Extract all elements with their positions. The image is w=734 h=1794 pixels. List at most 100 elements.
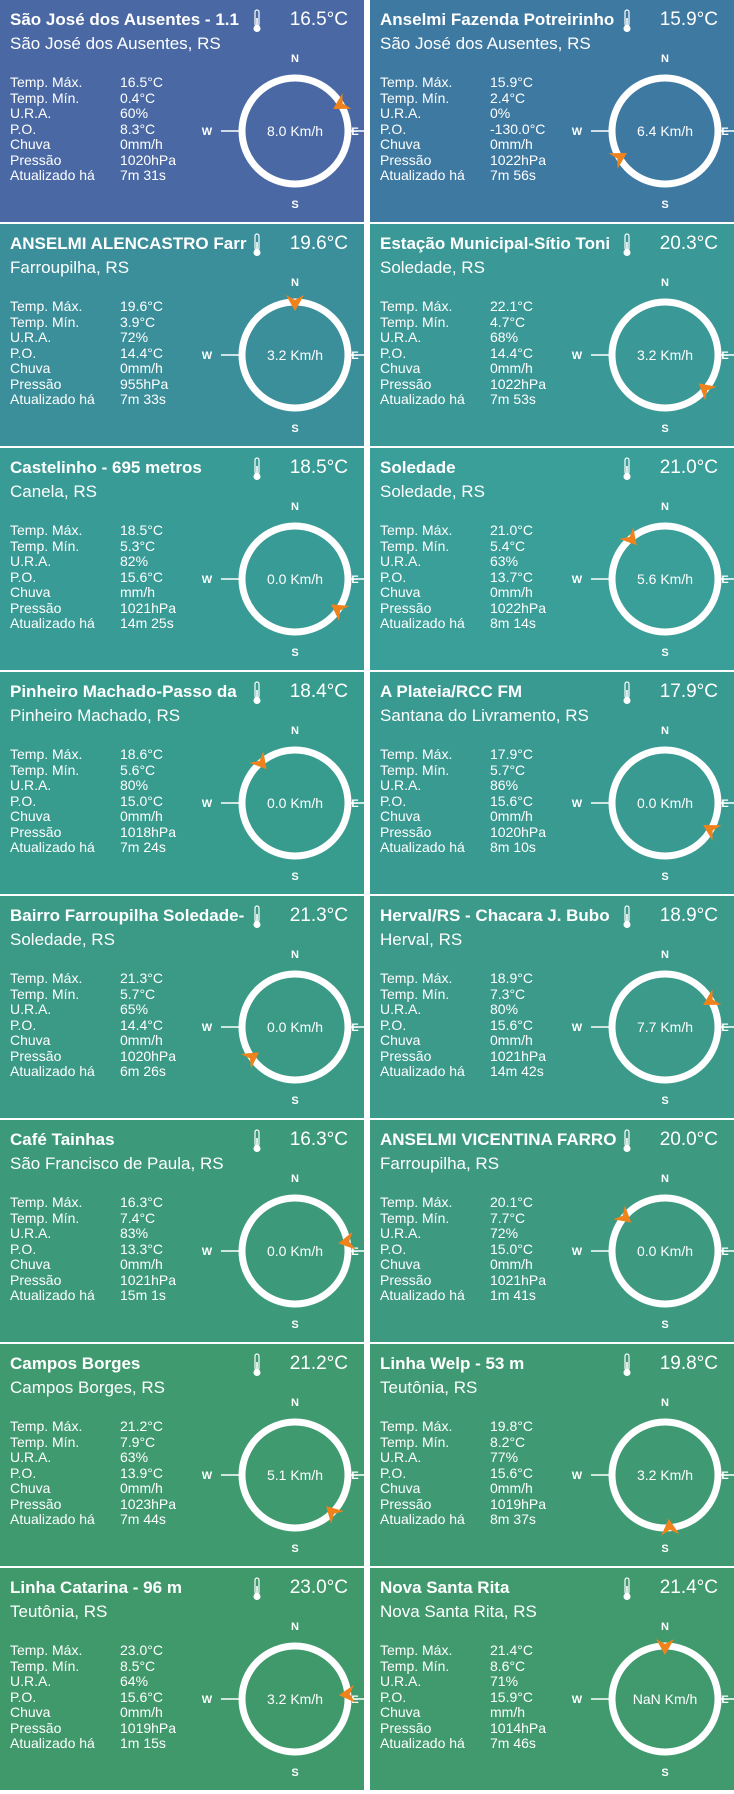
- station-stats: Temp. Máx. 21.2°C Temp. Mín. 7.9°C U.R.A. 6…: [10, 1418, 176, 1528]
- wind-direction-arrow-icon: [661, 1518, 680, 1536]
- temp-max-value: 22.1°C: [490, 298, 533, 314]
- station-card[interactable]: Linha Welp - 53 m 19.8°C Teutônia, RS Te…: [370, 1344, 734, 1566]
- compass-south: S: [661, 1767, 668, 1779]
- ura-value: 64%: [120, 1673, 149, 1689]
- wind-speed: 0.0 Km/h: [637, 1243, 693, 1259]
- chuva-value: 0mm/h: [120, 360, 163, 376]
- chuva-value: 0mm/h: [490, 1256, 533, 1272]
- station-card[interactable]: Bairro Farroupilha Soledade- 21.3°C Sole…: [0, 896, 364, 1118]
- station-card[interactable]: ANSELMI VICENTINA FARRO 20.0°C Farroupil…: [370, 1120, 734, 1342]
- temp-max-label: Temp. Máx.: [10, 1418, 83, 1434]
- station-card[interactable]: Estação Municipal-Sítio Toni 20.3°C Sole…: [370, 224, 734, 446]
- station-card[interactable]: Herval/RS - Chacara J. Bubo 18.9°C Herva…: [370, 896, 734, 1118]
- pressao-label: Pressão: [380, 1047, 432, 1064]
- wind-speed: 3.2 Km/h: [267, 347, 323, 363]
- po-value: 15.0°C: [490, 1240, 533, 1257]
- station-card[interactable]: Linha Catarina - 96 m 23.0°C Teutônia, R…: [0, 1568, 364, 1790]
- station-location: Farroupilha, RS: [380, 1154, 500, 1173]
- station-card[interactable]: Campos Borges 21.2°C Campos Borges, RS T…: [0, 1344, 364, 1566]
- atualizado-label: Atualizado há: [380, 1287, 465, 1303]
- station-stats: Temp. Máx. 17.9°C Temp. Mín. 5.7°C U.R.A. 8…: [380, 746, 546, 856]
- thermometer-icon: [253, 457, 261, 480]
- wind-direction-arrow-icon: [240, 1052, 259, 1069]
- compass-south: S: [661, 647, 668, 659]
- station-stats: Temp. Máx. 21.3°C Temp. Mín. 5.7°C U.R.A. 6…: [10, 970, 176, 1080]
- station-card[interactable]: Nova Santa Rita 21.4°C Nova Santa Rita, …: [370, 1568, 734, 1790]
- temp-min-label: Temp. Mín.: [10, 537, 80, 554]
- pressao-label: Pressão: [10, 375, 62, 392]
- atualizado-value: 1m 15s: [120, 1735, 166, 1751]
- temp-max-label: Temp. Máx.: [380, 1194, 453, 1210]
- temp-min-value: 0.4°C: [120, 89, 156, 106]
- station-location: Campos Borges, RS: [10, 1378, 165, 1397]
- compass-east: E: [721, 1246, 728, 1258]
- station-card[interactable]: Café Tainhas 16.3°C São Francisco de Pau…: [0, 1120, 364, 1342]
- ura-label: U.R.A.: [380, 777, 422, 793]
- atualizado-value: 8m 14s: [490, 615, 536, 631]
- thermometer-icon: [623, 1353, 631, 1376]
- compass-east: E: [351, 1694, 358, 1706]
- station-card[interactable]: Soledade 21.0°C Soledade, RS Temp. Máx. 2…: [370, 448, 734, 670]
- wind-compass: N S W E 0.0 Km/h: [572, 1173, 734, 1331]
- compass-north: N: [291, 277, 299, 289]
- wind-compass: N S W E 0.0 Km/h: [572, 725, 734, 883]
- wind-compass: N S W E 3.2 Km/h: [202, 277, 364, 435]
- wind-compass: N S W E 3.2 Km/h: [202, 1621, 364, 1779]
- chuva-value: 0mm/h: [490, 360, 533, 376]
- compass-west: W: [202, 1694, 213, 1706]
- wind-speed: NaN Km/h: [633, 1691, 698, 1707]
- current-temperature: 15.9°C: [659, 9, 718, 30]
- station-stats: Temp. Máx. 16.5°C Temp. Mín. 0.4°C U.R.A. 6…: [10, 74, 176, 184]
- temp-max-label: Temp. Máx.: [380, 746, 453, 762]
- wind-speed: 0.0 Km/h: [267, 1243, 323, 1259]
- atualizado-value: 14m 42s: [490, 1063, 544, 1079]
- station-name: Nova Santa Rita: [380, 1578, 510, 1597]
- atualizado-label: Atualizado há: [10, 391, 95, 407]
- station-card[interactable]: São José dos Ausentes - 1.1 16.5°C São J…: [0, 0, 364, 222]
- thermometer-icon: [253, 681, 261, 704]
- wind-compass: N S W E 0.0 Km/h: [202, 501, 364, 659]
- temp-min-value: 5.7°C: [120, 985, 156, 1002]
- temp-max-value: 23.0°C: [120, 1642, 163, 1658]
- ura-value: 68%: [490, 329, 519, 345]
- temp-max-label: Temp. Máx.: [10, 1194, 83, 1210]
- compass-east: E: [721, 1022, 728, 1034]
- temp-min-label: Temp. Mín.: [380, 1209, 450, 1226]
- temp-min-label: Temp. Mín.: [10, 1433, 80, 1450]
- atualizado-value: 7m 31s: [120, 167, 166, 183]
- station-card[interactable]: Anselmi Fazenda Potreirinho 15.9°C São J…: [370, 0, 734, 222]
- pressao-label: Pressão: [380, 1719, 432, 1736]
- station-name: Herval/RS - Chacara J. Bubo: [380, 906, 610, 925]
- station-name: Pinheiro Machado-Passo da: [10, 682, 237, 701]
- wind-speed: 3.2 Km/h: [637, 1467, 693, 1483]
- pressao-label: Pressão: [380, 151, 432, 168]
- station-location: São José dos Ausentes, RS: [380, 34, 591, 53]
- atualizado-value: 15m 1s: [120, 1287, 166, 1303]
- station-name: Bairro Farroupilha Soledade-: [10, 906, 245, 925]
- chuva-label: Chuva: [380, 808, 421, 824]
- wind-compass: N S W E 5.1 Km/h: [202, 1397, 364, 1555]
- station-card[interactable]: Pinheiro Machado-Passo da 18.4°C Pinheir…: [0, 672, 364, 894]
- compass-west: W: [202, 798, 213, 810]
- station-card[interactable]: Castelinho - 695 metros 18.5°C Canela, R…: [0, 448, 364, 670]
- station-stats: Temp. Máx. 21.4°C Temp. Mín. 8.6°C U.R.A. 7…: [380, 1642, 546, 1752]
- ura-value: 0%: [490, 105, 511, 121]
- atualizado-label: Atualizado há: [10, 1287, 95, 1303]
- station-location: Teutônia, RS: [380, 1378, 478, 1397]
- wind-speed: 3.2 Km/h: [267, 1691, 323, 1707]
- compass-south: S: [661, 871, 668, 883]
- wind-direction-arrow-icon: [338, 1231, 356, 1250]
- station-card[interactable]: ANSELMI ALENCASTRO Farr 19.6°C Farroupil…: [0, 224, 364, 446]
- ura-label: U.R.A.: [380, 329, 422, 345]
- po-label: P.O.: [380, 792, 407, 809]
- ura-label: U.R.A.: [380, 1449, 422, 1465]
- station-stats: Temp. Máx. 19.6°C Temp. Mín. 3.9°C U.R.A. 7…: [10, 298, 168, 408]
- compass-east: E: [721, 1470, 728, 1482]
- atualizado-label: Atualizado há: [10, 1063, 95, 1079]
- atualizado-label: Atualizado há: [10, 1511, 95, 1527]
- po-value: 8.3°C: [120, 120, 156, 137]
- pressao-label: Pressão: [380, 1495, 432, 1512]
- atualizado-value: 6m 26s: [120, 1063, 166, 1079]
- station-card[interactable]: A Plateia/RCC FM 17.9°C Santana do Livra…: [370, 672, 734, 894]
- station-name: São José dos Ausentes - 1.1: [10, 10, 239, 29]
